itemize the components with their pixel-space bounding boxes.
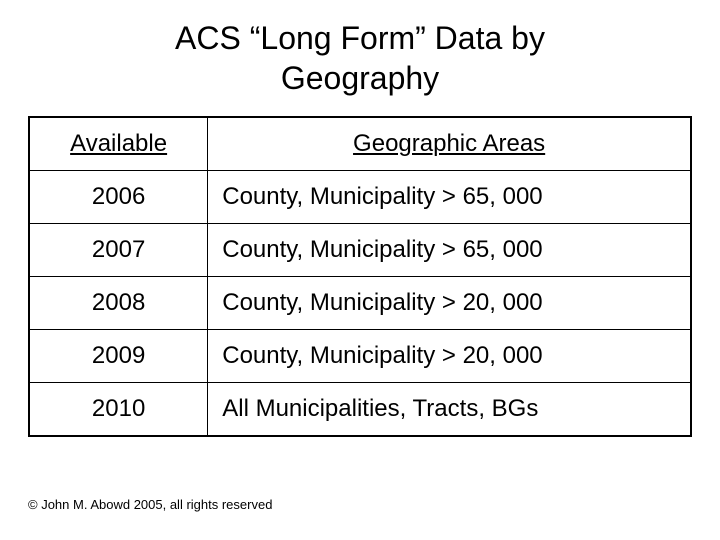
cell-areas: County, Municipality > 65, 000 [208, 171, 691, 224]
column-header-areas: Geographic Areas [208, 117, 691, 171]
cell-areas: All Municipalities, Tracts, BGs [208, 383, 691, 437]
cell-areas: County, Municipality > 20, 000 [208, 330, 691, 383]
table-row: 2010 All Municipalities, Tracts, BGs [29, 383, 691, 437]
table-row: 2008 County, Municipality > 20, 000 [29, 277, 691, 330]
data-table-wrap: Available Geographic Areas 2006 County, … [28, 116, 692, 437]
cell-areas: County, Municipality > 20, 000 [208, 277, 691, 330]
cell-year: 2010 [29, 383, 208, 437]
title-line-1: ACS “Long Form” Data by [175, 20, 545, 56]
cell-year: 2009 [29, 330, 208, 383]
column-header-available: Available [29, 117, 208, 171]
table-row: 2007 County, Municipality > 65, 000 [29, 224, 691, 277]
copyright-footer: © John M. Abowd 2005, all rights reserve… [28, 497, 272, 512]
table-row: 2006 County, Municipality > 65, 000 [29, 171, 691, 224]
cell-areas: County, Municipality > 65, 000 [208, 224, 691, 277]
page-title: ACS “Long Form” Data by Geography [0, 0, 720, 116]
data-table: Available Geographic Areas 2006 County, … [28, 116, 692, 437]
cell-year: 2008 [29, 277, 208, 330]
cell-year: 2007 [29, 224, 208, 277]
title-line-2: Geography [281, 60, 439, 96]
cell-year: 2006 [29, 171, 208, 224]
table-row: 2009 County, Municipality > 20, 000 [29, 330, 691, 383]
table-header-row: Available Geographic Areas [29, 117, 691, 171]
